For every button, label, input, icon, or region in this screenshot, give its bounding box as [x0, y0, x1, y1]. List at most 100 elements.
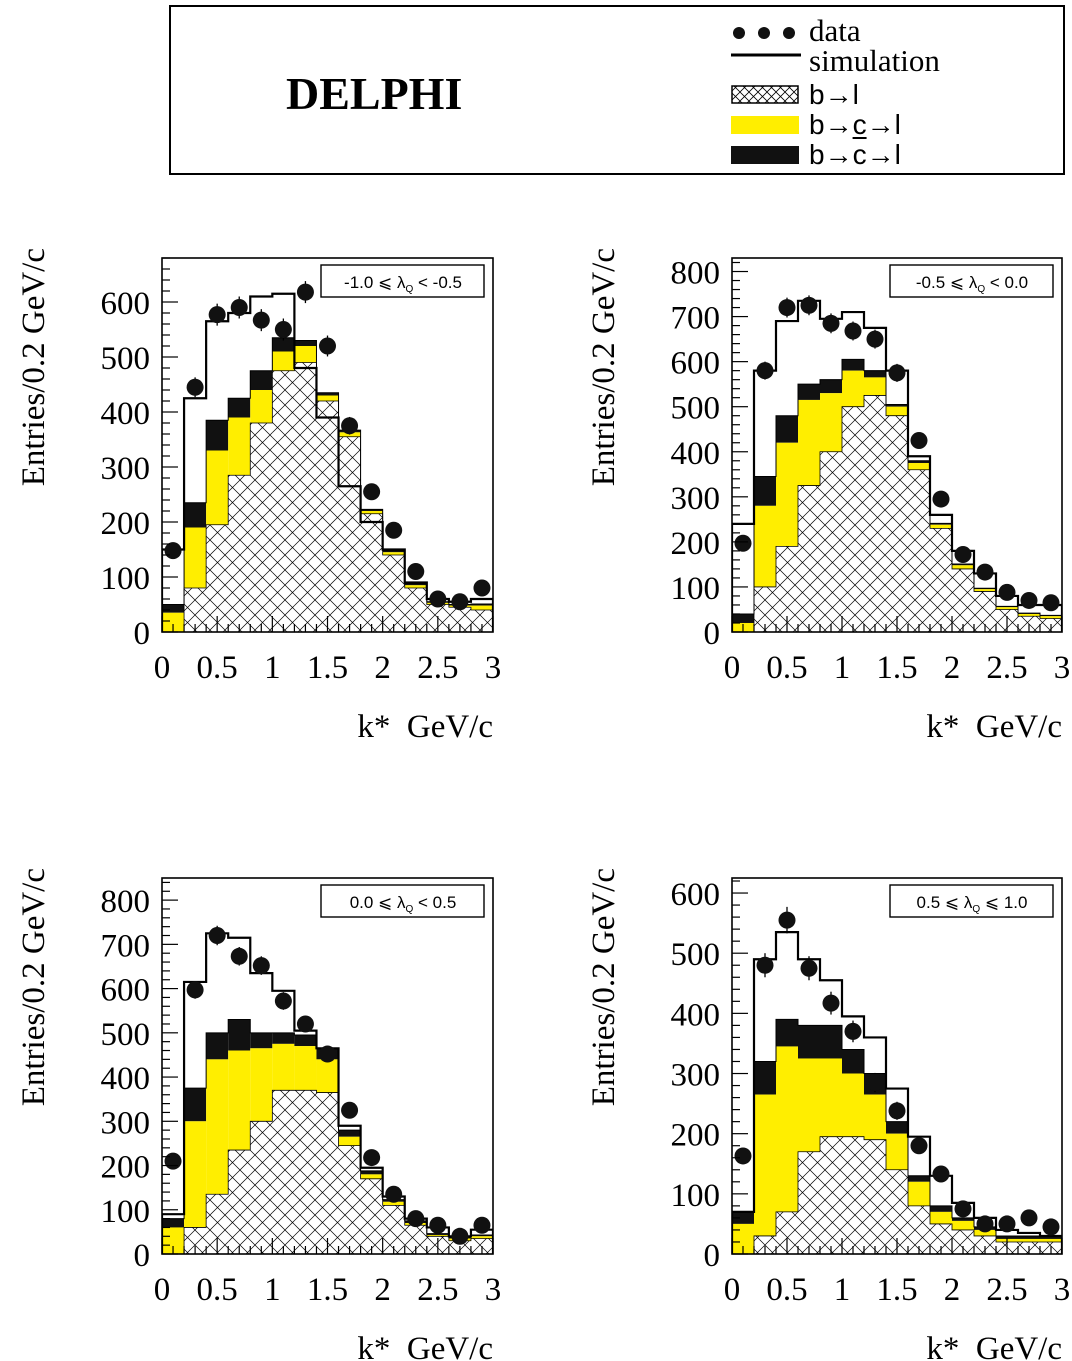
x-tick-label: 0.5	[197, 1272, 238, 1308]
bar-b-to-c-to-l	[886, 1133, 908, 1170]
data-point	[451, 1227, 469, 1245]
data-point	[319, 337, 336, 355]
x-tick-label: 0	[724, 1272, 741, 1308]
data-point	[756, 956, 774, 974]
bar-b-to-c-to-l	[864, 1094, 886, 1140]
lambda-range-box	[889, 884, 1054, 918]
bar-b-to-cbar-to-l	[272, 337, 295, 352]
y-tick-label: 0	[134, 616, 151, 652]
step-b-to-l	[732, 1136, 1062, 1254]
legend-label-data: data	[809, 13, 861, 48]
y-tick-label: 0	[704, 1238, 721, 1274]
bar-b-to-c-to-l	[338, 1136, 361, 1146]
y-tick-label: 0	[704, 616, 721, 652]
x-tick-label: 3	[1054, 1272, 1071, 1308]
x-tick-label: 1	[264, 650, 281, 686]
bar-b-to-c-to-l	[974, 1229, 996, 1236]
legend-symbol-black	[731, 146, 799, 164]
bar-b-to-l	[404, 588, 427, 632]
bar-b-to-c-to-l	[908, 463, 930, 470]
bar-b-to-cbar-to-l	[776, 415, 798, 443]
bar-b-to-cbar-to-l	[1040, 1235, 1062, 1239]
step-stack-top	[732, 358, 1062, 632]
data-point	[1042, 594, 1060, 612]
x-tick-label: 2	[374, 650, 391, 686]
bar-b-to-cbar-to-l	[184, 502, 207, 528]
x-tick-label: 0.5	[197, 650, 238, 686]
data-point	[998, 1215, 1016, 1233]
bar-b-to-c-to-l	[316, 1059, 339, 1093]
y-tick-label: 700	[671, 301, 721, 337]
bar-b-to-cbar-to-l	[206, 420, 229, 451]
bar-b-to-c-to-l	[842, 370, 864, 407]
legend-entry-simulation: simulation	[731, 43, 940, 79]
data-point	[778, 299, 796, 317]
data-point	[429, 590, 447, 608]
bar-b-to-c-to-l	[294, 1046, 317, 1091]
bar-b-to-cbar-to-l	[250, 1032, 273, 1049]
bar-b-to-c-to-l	[886, 406, 908, 416]
x-tick-label: 3	[485, 650, 502, 686]
panel-bottom-right: 0 0.5 1 1.5 2 2.5 3 0 100 200 300 400 500 600 k* GeV/c…	[586, 868, 1070, 1361]
bar-b-to-cbar-to-l	[952, 563, 974, 566]
bar-b-to-cbar-to-l	[930, 1205, 952, 1212]
bar-b-to-l	[908, 469, 930, 632]
bar-b-to-cbar-to-l	[842, 359, 864, 371]
bar-b-to-c-to-l	[754, 505, 776, 587]
bar-b-to-cbar-to-l	[754, 1061, 776, 1095]
lambda-range-label: 0.0 ⩽ λQ < 0.5	[350, 893, 457, 915]
legend-entry-b-to-l: b→l	[731, 79, 859, 113]
x-tick-label: 2.5	[417, 650, 458, 686]
bar-b-to-c-to-l	[1040, 1238, 1062, 1242]
bar-b-to-cbar-to-l	[162, 1218, 185, 1228]
bar-b-to-c-to-l	[1040, 616, 1062, 619]
data-point	[888, 364, 906, 382]
bar-b-to-l	[952, 1229, 974, 1254]
y-axis-title: Entries/0.2 GeV/c	[16, 248, 52, 486]
bar-b-to-l	[294, 1090, 317, 1254]
x-tick-label: 1.5	[876, 1272, 917, 1308]
bar-b-to-c-to-l	[316, 395, 339, 401]
legend-symbol-simulation	[731, 53, 801, 57]
plot-area	[732, 295, 1062, 632]
legend-label-b-to-l: b→l	[809, 79, 859, 110]
bar-b-to-c-to-l	[996, 607, 1018, 610]
y-tick-label: 100	[101, 561, 151, 597]
data-point	[473, 1216, 491, 1234]
y-tick-label: 400	[101, 1061, 151, 1097]
data-point	[385, 1185, 403, 1203]
bar-b-to-c-to-l	[426, 1234, 449, 1237]
y-tick-label: 100	[101, 1194, 151, 1230]
y-tick-label: 500	[671, 937, 721, 973]
bar-b-to-cbar-to-l	[294, 340, 317, 346]
data-point	[756, 362, 774, 380]
legend-symbol-data	[733, 27, 795, 39]
data-point	[734, 534, 752, 552]
bar-b-to-cbar-to-l	[228, 398, 251, 418]
bar-b-to-l	[272, 370, 295, 632]
data-point	[296, 1015, 314, 1033]
y-tick-label: 800	[101, 884, 151, 920]
bar-b-to-l	[776, 546, 798, 632]
legend-symbol-yellow	[731, 116, 799, 134]
bar-b-to-cbar-to-l	[316, 392, 339, 396]
y-tick-label: 600	[101, 286, 151, 322]
x-tick-label: 2.5	[417, 1272, 458, 1308]
y-tick-label: 300	[101, 451, 151, 487]
data-point	[385, 521, 403, 539]
data-point	[976, 1215, 994, 1233]
data-point	[230, 947, 248, 965]
y-tick-label: 400	[671, 997, 721, 1033]
y-tick-label: 200	[671, 1118, 721, 1154]
bar-b-to-c-to-l	[272, 1043, 295, 1091]
bar-b-to-l	[360, 513, 383, 632]
bar-b-to-cbar-to-l	[272, 1032, 295, 1044]
data-point	[296, 283, 314, 301]
data-point	[822, 994, 840, 1012]
lambda-range-box	[889, 264, 1054, 298]
bar-b-to-cbar-to-l	[382, 550, 405, 553]
bar-b-to-c-to-l	[732, 1223, 754, 1254]
data-point	[1042, 1218, 1060, 1236]
data-point	[866, 330, 884, 348]
bar-b-to-l	[316, 1092, 339, 1254]
